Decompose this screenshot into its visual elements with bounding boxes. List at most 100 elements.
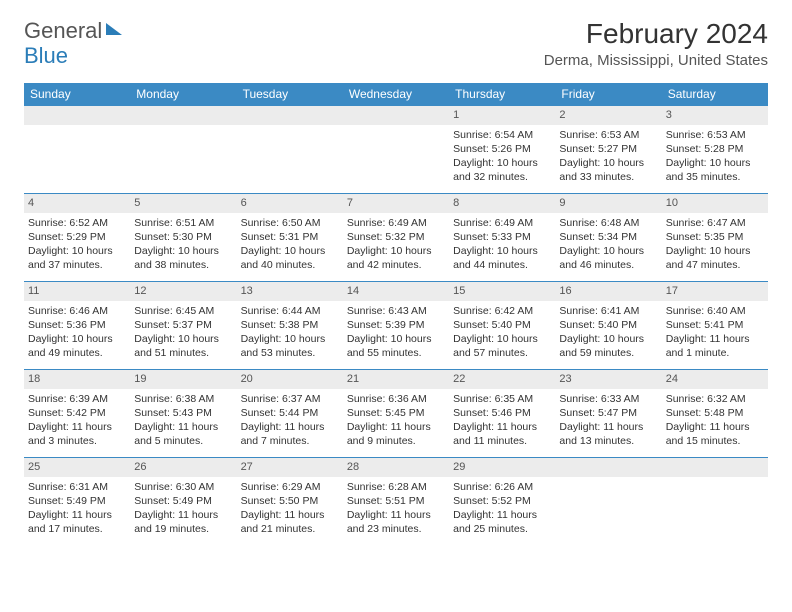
day-number: 19 (130, 370, 236, 389)
day-number: 2 (555, 106, 661, 125)
day-cell: 7 Sunrise: 6:49 AMSunset: 5:32 PMDaylight… (343, 193, 449, 281)
logo-text-blue: Blue (24, 43, 768, 69)
day-cell: 21 Sunrise: 6:36 AMSunset: 5:45 PMDayligh… (343, 369, 449, 457)
day-info: Sunrise: 6:53 AMSunset: 5:28 PMDaylight:… (666, 128, 764, 185)
day-cell: 12 Sunrise: 6:45 AMSunset: 5:37 PMDayligh… (130, 281, 236, 369)
day-info: Sunrise: 6:49 AMSunset: 5:33 PMDaylight:… (453, 216, 551, 273)
day-cell: 6 Sunrise: 6:50 AMSunset: 5:31 PMDaylight… (237, 193, 343, 281)
empty-cell (130, 105, 236, 193)
dow-header: Saturday (662, 83, 768, 105)
day-info: Sunrise: 6:51 AMSunset: 5:30 PMDaylight:… (134, 216, 232, 273)
day-cell: 16 Sunrise: 6:41 AMSunset: 5:40 PMDayligh… (555, 281, 661, 369)
day-cell: 22 Sunrise: 6:35 AMSunset: 5:46 PMDayligh… (449, 369, 555, 457)
day-number: 13 (237, 282, 343, 301)
day-info: Sunrise: 6:54 AMSunset: 5:26 PMDaylight:… (453, 128, 551, 185)
dow-header: Tuesday (237, 83, 343, 105)
day-cell: 5 Sunrise: 6:51 AMSunset: 5:30 PMDaylight… (130, 193, 236, 281)
day-number: 3 (662, 106, 768, 125)
day-info: Sunrise: 6:53 AMSunset: 5:27 PMDaylight:… (559, 128, 657, 185)
day-info: Sunrise: 6:28 AMSunset: 5:51 PMDaylight:… (347, 480, 445, 537)
day-info: Sunrise: 6:35 AMSunset: 5:46 PMDaylight:… (453, 392, 551, 449)
empty-cell (555, 457, 661, 545)
day-number: 4 (24, 194, 130, 213)
dow-header: Thursday (449, 83, 555, 105)
dow-header: Monday (130, 83, 236, 105)
day-info: Sunrise: 6:39 AMSunset: 5:42 PMDaylight:… (28, 392, 126, 449)
day-number: 23 (555, 370, 661, 389)
day-cell: 8 Sunrise: 6:49 AMSunset: 5:33 PMDaylight… (449, 193, 555, 281)
empty-cell (24, 105, 130, 193)
logo-text-general: General (24, 18, 102, 44)
day-cell: 18 Sunrise: 6:39 AMSunset: 5:42 PMDayligh… (24, 369, 130, 457)
day-cell: 19 Sunrise: 6:38 AMSunset: 5:43 PMDayligh… (130, 369, 236, 457)
day-info: Sunrise: 6:48 AMSunset: 5:34 PMDaylight:… (559, 216, 657, 273)
day-info: Sunrise: 6:52 AMSunset: 5:29 PMDaylight:… (28, 216, 126, 273)
empty-cell (237, 105, 343, 193)
day-number: 15 (449, 282, 555, 301)
day-number: 6 (237, 194, 343, 213)
day-info: Sunrise: 6:26 AMSunset: 5:52 PMDaylight:… (453, 480, 551, 537)
day-info: Sunrise: 6:44 AMSunset: 5:38 PMDaylight:… (241, 304, 339, 361)
day-cell: 27 Sunrise: 6:29 AMSunset: 5:50 PMDayligh… (237, 457, 343, 545)
day-number: 5 (130, 194, 236, 213)
calendar-grid: SundayMondayTuesdayWednesdayThursdayFrid… (24, 83, 768, 545)
day-number: 9 (555, 194, 661, 213)
day-number: 27 (237, 458, 343, 477)
day-cell: 13 Sunrise: 6:44 AMSunset: 5:38 PMDayligh… (237, 281, 343, 369)
day-info: Sunrise: 6:46 AMSunset: 5:36 PMDaylight:… (28, 304, 126, 361)
day-info: Sunrise: 6:29 AMSunset: 5:50 PMDaylight:… (241, 480, 339, 537)
logo-mark-icon (106, 23, 122, 35)
day-number: 26 (130, 458, 236, 477)
day-cell: 23 Sunrise: 6:33 AMSunset: 5:47 PMDayligh… (555, 369, 661, 457)
day-cell: 11 Sunrise: 6:46 AMSunset: 5:36 PMDayligh… (24, 281, 130, 369)
day-number: 20 (237, 370, 343, 389)
day-info: Sunrise: 6:31 AMSunset: 5:49 PMDaylight:… (28, 480, 126, 537)
day-number: 18 (24, 370, 130, 389)
day-cell: 29 Sunrise: 6:26 AMSunset: 5:52 PMDayligh… (449, 457, 555, 545)
day-info: Sunrise: 6:38 AMSunset: 5:43 PMDaylight:… (134, 392, 232, 449)
day-cell: 24Sunrise: 6:32 AMSunset: 5:48 PMDayligh… (662, 369, 768, 457)
empty-cell (662, 457, 768, 545)
dow-header: Sunday (24, 83, 130, 105)
day-cell: 14Sunrise: 6:43 AMSunset: 5:39 PMDayligh… (343, 281, 449, 369)
day-number: 11 (24, 282, 130, 301)
day-cell: 9 Sunrise: 6:48 AMSunset: 5:34 PMDaylight… (555, 193, 661, 281)
day-info: Sunrise: 6:36 AMSunset: 5:45 PMDaylight:… (347, 392, 445, 449)
day-info: Sunrise: 6:49 AMSunset: 5:32 PMDaylight:… (347, 216, 445, 273)
day-info: Sunrise: 6:37 AMSunset: 5:44 PMDaylight:… (241, 392, 339, 449)
day-number: 8 (449, 194, 555, 213)
day-number: 14 (343, 282, 449, 301)
dow-header: Friday (555, 83, 661, 105)
day-info: Sunrise: 6:42 AMSunset: 5:40 PMDaylight:… (453, 304, 551, 361)
day-cell: 15 Sunrise: 6:42 AMSunset: 5:40 PMDayligh… (449, 281, 555, 369)
day-number: 22 (449, 370, 555, 389)
day-cell: 25 Sunrise: 6:31 AMSunset: 5:49 PMDayligh… (24, 457, 130, 545)
day-number: 25 (24, 458, 130, 477)
day-info: Sunrise: 6:41 AMSunset: 5:40 PMDaylight:… (559, 304, 657, 361)
day-number: 29 (449, 458, 555, 477)
day-info: Sunrise: 6:33 AMSunset: 5:47 PMDaylight:… (559, 392, 657, 449)
day-cell: 4 Sunrise: 6:52 AMSunset: 5:29 PMDaylight… (24, 193, 130, 281)
day-number: 21 (343, 370, 449, 389)
day-number: 28 (343, 458, 449, 477)
day-number: 10 (662, 194, 768, 213)
day-number: 24 (662, 370, 768, 389)
day-cell: 10 Sunrise: 6:47 AMSunset: 5:35 PMDayligh… (662, 193, 768, 281)
logo: General (24, 18, 124, 44)
day-cell: 28 Sunrise: 6:28 AMSunset: 5:51 PMDayligh… (343, 457, 449, 545)
day-number: 12 (130, 282, 236, 301)
day-number: 7 (343, 194, 449, 213)
day-number: 1 (449, 106, 555, 125)
day-info: Sunrise: 6:50 AMSunset: 5:31 PMDaylight:… (241, 216, 339, 273)
day-number: 16 (555, 282, 661, 301)
day-info: Sunrise: 6:40 AMSunset: 5:41 PMDaylight:… (666, 304, 764, 361)
day-cell: 26 Sunrise: 6:30 AMSunset: 5:49 PMDayligh… (130, 457, 236, 545)
day-cell: 20 Sunrise: 6:37 AMSunset: 5:44 PMDayligh… (237, 369, 343, 457)
day-cell: 1 Sunrise: 6:54 AMSunset: 5:26 PMDaylight… (449, 105, 555, 193)
day-number: 17 (662, 282, 768, 301)
day-cell: 2 Sunrise: 6:53 AMSunset: 5:27 PMDaylight… (555, 105, 661, 193)
day-info: Sunrise: 6:47 AMSunset: 5:35 PMDaylight:… (666, 216, 764, 273)
day-info: Sunrise: 6:30 AMSunset: 5:49 PMDaylight:… (134, 480, 232, 537)
day-cell: 17 Sunrise: 6:40 AMSunset: 5:41 PMDayligh… (662, 281, 768, 369)
day-info: Sunrise: 6:45 AMSunset: 5:37 PMDaylight:… (134, 304, 232, 361)
